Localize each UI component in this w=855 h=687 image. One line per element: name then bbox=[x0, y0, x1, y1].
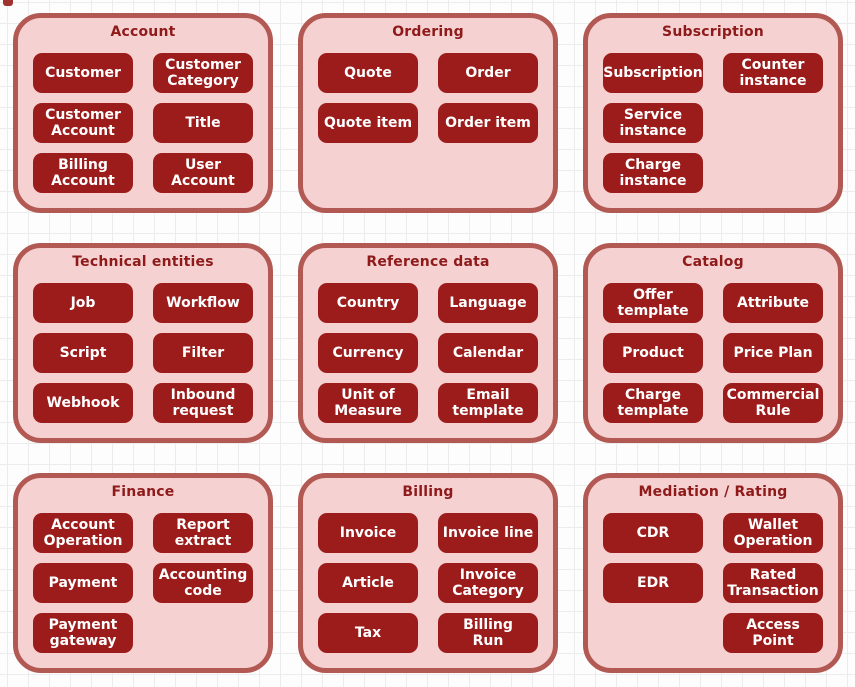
entity-button-report-extract[interactable]: Report extract bbox=[153, 513, 253, 553]
entity-button-quote-item[interactable]: Quote item bbox=[318, 103, 418, 143]
entity-button-email-template[interactable]: Email template bbox=[438, 383, 538, 423]
group-panel-subscription: Subscription Subscription Counter instan… bbox=[583, 13, 843, 213]
entity-button-subscription[interactable]: Subscription bbox=[603, 53, 703, 93]
entity-button-billing-run[interactable]: Billing Run bbox=[438, 613, 538, 653]
entity-button-edr[interactable]: EDR bbox=[603, 563, 703, 603]
group-title-finance: Finance bbox=[111, 484, 175, 500]
entity-button-title[interactable]: Title bbox=[153, 103, 253, 143]
entity-button-calendar[interactable]: Calendar bbox=[438, 333, 538, 373]
entity-button-customer-category[interactable]: Customer Category bbox=[153, 53, 253, 93]
entity-button-language[interactable]: Language bbox=[438, 283, 538, 323]
group-title-technical-entities: Technical entities bbox=[72, 254, 214, 270]
entity-button-tax[interactable]: Tax bbox=[318, 613, 418, 653]
entity-button-accounting-code[interactable]: Accounting code bbox=[153, 563, 253, 603]
group-title-ordering: Ordering bbox=[392, 24, 464, 40]
group-title-catalog: Catalog bbox=[682, 254, 744, 270]
group-panel-ordering: Ordering Quote Order Quote item Order it… bbox=[298, 13, 558, 213]
entity-button-invoice-line[interactable]: Invoice line bbox=[438, 513, 538, 553]
group-title-account: Account bbox=[110, 24, 176, 40]
entity-button-order[interactable]: Order bbox=[438, 53, 538, 93]
entity-button-filter[interactable]: Filter bbox=[153, 333, 253, 373]
entity-button-charge-template[interactable]: Charge template bbox=[603, 383, 703, 423]
group-panel-account: Account Customer Customer Category Custo… bbox=[13, 13, 273, 213]
entity-button-currency[interactable]: Currency bbox=[318, 333, 418, 373]
entity-button-quote[interactable]: Quote bbox=[318, 53, 418, 93]
entity-button-product[interactable]: Product bbox=[603, 333, 703, 373]
entity-button-webhook[interactable]: Webhook bbox=[33, 383, 133, 423]
group-panel-finance: Finance Account Operation Report extract… bbox=[13, 473, 273, 673]
entity-button-attribute[interactable]: Attribute bbox=[723, 283, 823, 323]
group-panel-reference-data: Reference data Country Language Currency… bbox=[298, 243, 558, 443]
entity-button-access-point[interactable]: Access Point bbox=[723, 613, 823, 653]
entity-button-workflow[interactable]: Workflow bbox=[153, 283, 253, 323]
entity-button-account-operation[interactable]: Account Operation bbox=[33, 513, 133, 553]
entity-button-country[interactable]: Country bbox=[318, 283, 418, 323]
group-title-billing: Billing bbox=[402, 484, 454, 500]
entity-button-commercial-rule[interactable]: Commercial Rule bbox=[723, 383, 823, 423]
entity-button-counter-instance[interactable]: Counter instance bbox=[723, 53, 823, 93]
group-title-reference-data: Reference data bbox=[366, 254, 490, 270]
entity-button-billing-account[interactable]: Billing Account bbox=[33, 153, 133, 193]
entity-button-order-item[interactable]: Order item bbox=[438, 103, 538, 143]
entity-button-inbound-request[interactable]: Inbound request bbox=[153, 383, 253, 423]
group-title-mediation-rating: Mediation / Rating bbox=[638, 484, 788, 500]
entity-button-unit-of-measure[interactable]: Unit of Measure bbox=[318, 383, 418, 423]
entity-button-offer-template[interactable]: Offer template bbox=[603, 283, 703, 323]
group-panel-billing: Billing Invoice Invoice line Article Inv… bbox=[298, 473, 558, 673]
entity-button-service-instance[interactable]: Service instance bbox=[603, 103, 703, 143]
entity-button-script[interactable]: Script bbox=[33, 333, 133, 373]
entity-button-payment-gateway[interactable]: Payment gateway bbox=[33, 613, 133, 653]
entity-button-user-account[interactable]: User Account bbox=[153, 153, 253, 193]
group-title-subscription: Subscription bbox=[662, 24, 764, 40]
entity-button-customer-account[interactable]: Customer Account bbox=[33, 103, 133, 143]
group-panel-technical-entities: Technical entities Job Workflow Script F… bbox=[13, 243, 273, 443]
entity-button-cdr[interactable]: CDR bbox=[603, 513, 703, 553]
entity-button-charge-instance[interactable]: Charge instance bbox=[603, 153, 703, 193]
entity-button-price-plan[interactable]: Price Plan bbox=[723, 333, 823, 373]
entity-button-wallet-operation[interactable]: Wallet Operation bbox=[723, 513, 823, 553]
group-panel-mediation-rating: Mediation / Rating CDR Wallet Operation … bbox=[583, 473, 843, 673]
entity-button-customer[interactable]: Customer bbox=[33, 53, 133, 93]
entity-button-invoice[interactable]: Invoice bbox=[318, 513, 418, 553]
clipped-shape-fragment bbox=[3, 0, 13, 6]
entity-button-invoice-category[interactable]: Invoice Category bbox=[438, 563, 538, 603]
entity-button-job[interactable]: Job bbox=[33, 283, 133, 323]
group-panel-catalog: Catalog Offer template Attribute Product… bbox=[583, 243, 843, 443]
entity-button-article[interactable]: Article bbox=[318, 563, 418, 603]
entity-button-payment[interactable]: Payment bbox=[33, 563, 133, 603]
entity-button-rated-transaction[interactable]: Rated Transaction bbox=[723, 563, 823, 603]
